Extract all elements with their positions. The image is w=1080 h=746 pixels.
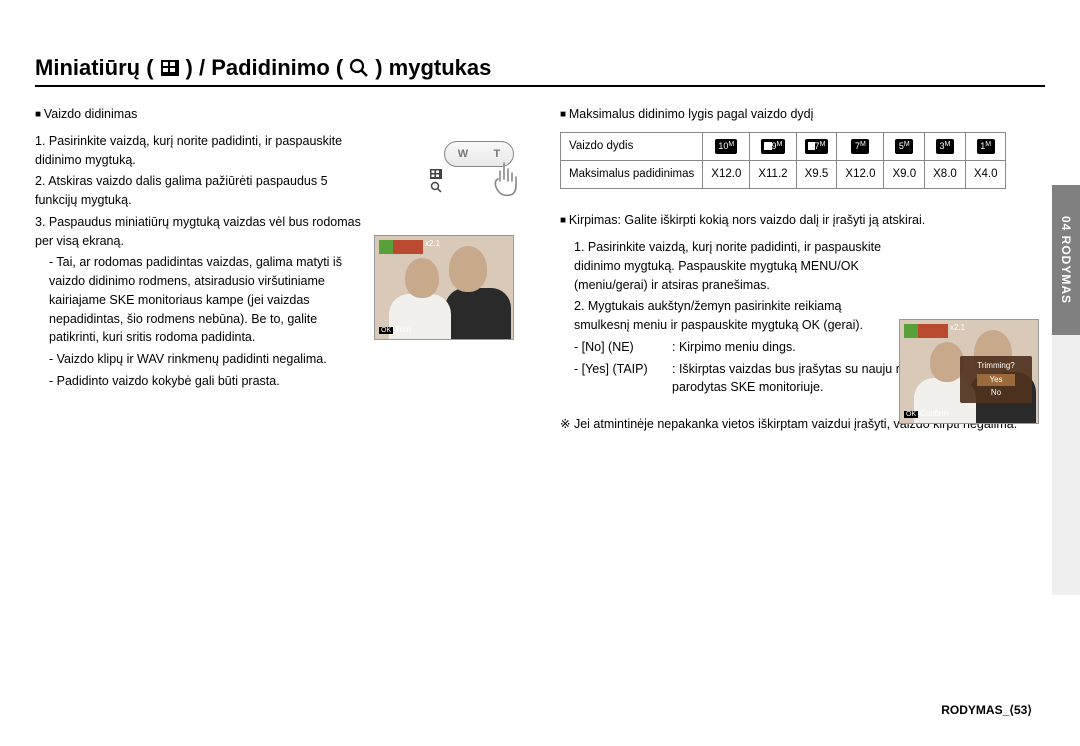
res-val: 10 — [718, 141, 728, 151]
p3-val: : Kirpimo meniu dings. — [672, 340, 796, 354]
side-tab: 04 RODYMAS — [1052, 185, 1080, 335]
val-cell: X9.5 — [796, 161, 837, 189]
photo-ok-bar: OKTrim — [379, 324, 411, 337]
res-cell: 7M — [837, 132, 884, 160]
zoom-table: Vaizdo dydis 10M 9M 7M 7M 5M 3M 1M Maksi… — [560, 132, 1006, 190]
ok-badge: OK — [379, 327, 393, 334]
thumbnail-icon — [160, 59, 180, 77]
title-part3: ) mygtukas — [375, 55, 491, 81]
photo-ok-bar: OKConfirm — [904, 408, 948, 421]
right-heading2: Kirpimas: Galite iškirpti kokią nors vai… — [560, 211, 1045, 230]
res-cell: 7M — [796, 132, 837, 160]
res-cell: 5M — [884, 132, 925, 160]
left-column: Vaizdo didinimas 1. Pasirinkite vaizdą, … — [35, 105, 520, 437]
val-cell: X12.0 — [837, 161, 884, 189]
page-footer: RODYMAS_⟨53⟩ — [941, 703, 1032, 718]
trim-question: Trimming? — [966, 360, 1026, 372]
trim-no: No — [966, 387, 1026, 399]
left-p3: 3. Paspaudus miniatiūrų mygtuką vaizdas … — [35, 213, 375, 251]
res-cell: 1M — [965, 132, 1006, 160]
res-cell: 9M — [750, 132, 796, 160]
ok-badge: OK — [904, 411, 918, 418]
right-p1: 1. Pasirinkite vaizdą, kurį norite padid… — [560, 238, 890, 294]
zoom-level-label: x2.1 — [425, 238, 440, 250]
val-cell: X9.0 — [884, 161, 925, 189]
table-row: Vaizdo dydis 10M 9M 7M 7M 5M 3M 1M — [561, 132, 1006, 160]
left-b1: - Tai, ar rodomas padidintas vaizdas, ga… — [35, 253, 345, 347]
page-title: Miniatiūrų ( ) / Padidinimo ( ) mygtukas — [35, 55, 1045, 87]
title-part1: Miniatiūrų ( — [35, 55, 154, 81]
ok-text: Trim — [395, 325, 411, 334]
row2-label: Maksimalus padidinimas — [561, 161, 703, 189]
p3-key: - [No] (NE) — [574, 338, 672, 357]
res-cell: 10M — [703, 132, 750, 160]
footer-label: RODYMAS_ — [941, 703, 1009, 717]
thumbnail-icon-small — [430, 169, 442, 179]
trim-yes: Yes — [977, 374, 1015, 386]
ok-text: Confirm — [920, 409, 948, 418]
left-p1: 1. Pasirinkite vaizdą, kurį norite padid… — [35, 132, 355, 170]
row1-label: Vaizdo dydis — [561, 132, 703, 160]
wt-t: T — [494, 146, 501, 163]
page-number: 53 — [1014, 703, 1027, 717]
trimming-dialog: Trimming? Yes No — [960, 356, 1032, 403]
val-cell: X8.0 — [925, 161, 966, 189]
wt-side-icons — [430, 169, 442, 193]
left-heading: Vaizdo didinimas — [35, 105, 520, 124]
table-row: Maksimalus padidinimas X12.0 X11.2 X9.5 … — [561, 161, 1006, 189]
left-b2: - Vaizdo klipų ir WAV rinkmenų padidinti… — [35, 350, 520, 369]
content-columns: Vaizdo didinimas 1. Pasirinkite vaizdą, … — [35, 105, 1045, 437]
wt-w: W — [458, 146, 468, 163]
right-p2: 2. Mygtukais aukštyn/žemyn pasirinkite r… — [560, 297, 890, 335]
page: Miniatiūrų ( ) / Padidinimo ( ) mygtukas… — [35, 55, 1045, 437]
bracket-close: ⟩ — [1027, 703, 1032, 717]
val-cell: X11.2 — [750, 161, 796, 189]
right-photo: x2.1 Trimming? Yes No OKConfirm — [899, 319, 1039, 424]
val-cell: X4.0 — [965, 161, 1006, 189]
left-p2: 2. Atskiras vaizdo dalis galima pažiūrėt… — [35, 172, 355, 210]
left-b3: - Padidinto vaizdo kokybė gali būti pras… — [35, 372, 520, 391]
right-heading: Maksimalus didinimo lygis pagal vaizdo d… — [560, 105, 1045, 124]
res-cell: 3M — [925, 132, 966, 160]
left-photo: x2.1 OKTrim — [374, 235, 514, 340]
magnify-icon — [349, 58, 369, 78]
pointing-hand-icon — [490, 161, 520, 206]
side-tab-track — [1052, 335, 1080, 595]
right-column: Maksimalus didinimo lygis pagal vaizdo d… — [560, 105, 1045, 437]
p4-key: - [Yes] (TAIP) — [574, 360, 672, 398]
zoom-level-label: x2.1 — [950, 322, 965, 334]
title-part2: ) / Padidinimo ( — [186, 55, 344, 81]
val-cell: X12.0 — [703, 161, 750, 189]
magnify-icon-small — [430, 181, 442, 193]
